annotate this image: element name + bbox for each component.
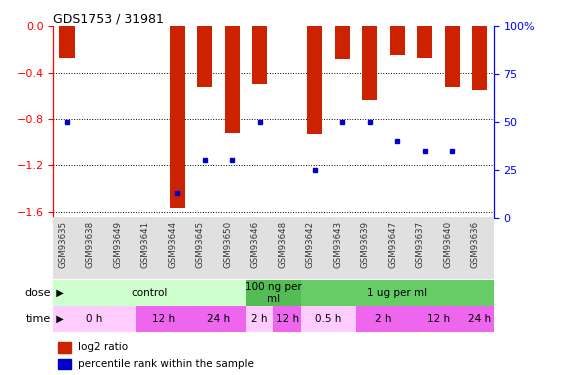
Text: 12 h: 12 h bbox=[152, 314, 175, 324]
Bar bbox=[53, 280, 246, 306]
Text: log2 ratio: log2 ratio bbox=[77, 342, 128, 352]
Bar bbox=[466, 306, 494, 332]
Text: 1 ug per ml: 1 ug per ml bbox=[367, 288, 427, 298]
Text: GSM93640: GSM93640 bbox=[443, 220, 452, 268]
Bar bbox=[58, 342, 71, 352]
Bar bbox=[197, 26, 212, 87]
Bar bbox=[136, 306, 191, 332]
Bar bbox=[411, 306, 466, 332]
Text: 100 ng per
ml: 100 ng per ml bbox=[245, 282, 302, 304]
Text: GSM93637: GSM93637 bbox=[416, 220, 425, 268]
Text: GSM93643: GSM93643 bbox=[333, 220, 342, 268]
Bar bbox=[224, 26, 240, 133]
Bar bbox=[307, 26, 323, 134]
Bar bbox=[58, 358, 71, 369]
Bar bbox=[390, 26, 405, 55]
Text: time: time bbox=[25, 314, 50, 324]
Bar bbox=[472, 26, 488, 90]
Text: 12 h: 12 h bbox=[275, 314, 299, 324]
Text: GSM93646: GSM93646 bbox=[251, 220, 260, 268]
Text: GSM93649: GSM93649 bbox=[113, 220, 122, 268]
Text: ▶: ▶ bbox=[50, 314, 65, 324]
Text: GSM93647: GSM93647 bbox=[388, 220, 397, 268]
Bar bbox=[169, 26, 185, 208]
Text: 12 h: 12 h bbox=[427, 314, 450, 324]
Bar bbox=[362, 26, 378, 100]
Bar bbox=[301, 306, 356, 332]
Text: percentile rank within the sample: percentile rank within the sample bbox=[77, 359, 254, 369]
Text: GSM93644: GSM93644 bbox=[168, 220, 177, 268]
Text: 2 h: 2 h bbox=[251, 314, 268, 324]
Text: GSM93642: GSM93642 bbox=[306, 220, 315, 268]
Text: 24 h: 24 h bbox=[207, 314, 230, 324]
Bar bbox=[335, 26, 350, 59]
Text: GSM93639: GSM93639 bbox=[361, 220, 370, 268]
Text: GSM93638: GSM93638 bbox=[86, 220, 95, 268]
Bar bbox=[53, 306, 136, 332]
Text: GSM93650: GSM93650 bbox=[223, 220, 232, 268]
Text: 2 h: 2 h bbox=[375, 314, 392, 324]
Text: GSM93645: GSM93645 bbox=[196, 220, 205, 268]
Bar bbox=[356, 306, 411, 332]
Text: 0.5 h: 0.5 h bbox=[315, 314, 342, 324]
Text: ▶: ▶ bbox=[50, 288, 65, 298]
Bar bbox=[252, 26, 267, 84]
Text: GSM93636: GSM93636 bbox=[471, 220, 480, 268]
Text: 24 h: 24 h bbox=[468, 314, 491, 324]
Bar bbox=[59, 26, 75, 57]
Text: 0 h: 0 h bbox=[86, 314, 103, 324]
Bar bbox=[53, 217, 494, 279]
Bar bbox=[246, 306, 274, 332]
Text: GSM93641: GSM93641 bbox=[141, 220, 150, 268]
Bar bbox=[445, 26, 460, 87]
Bar bbox=[191, 306, 246, 332]
Text: GSM93635: GSM93635 bbox=[58, 220, 67, 268]
Text: GDS1753 / 31981: GDS1753 / 31981 bbox=[53, 12, 164, 25]
Text: GSM93648: GSM93648 bbox=[278, 220, 287, 268]
Bar bbox=[246, 280, 301, 306]
Text: dose: dose bbox=[24, 288, 50, 298]
Bar bbox=[274, 306, 301, 332]
Text: control: control bbox=[131, 288, 168, 298]
Bar bbox=[417, 26, 433, 57]
Bar bbox=[301, 280, 494, 306]
